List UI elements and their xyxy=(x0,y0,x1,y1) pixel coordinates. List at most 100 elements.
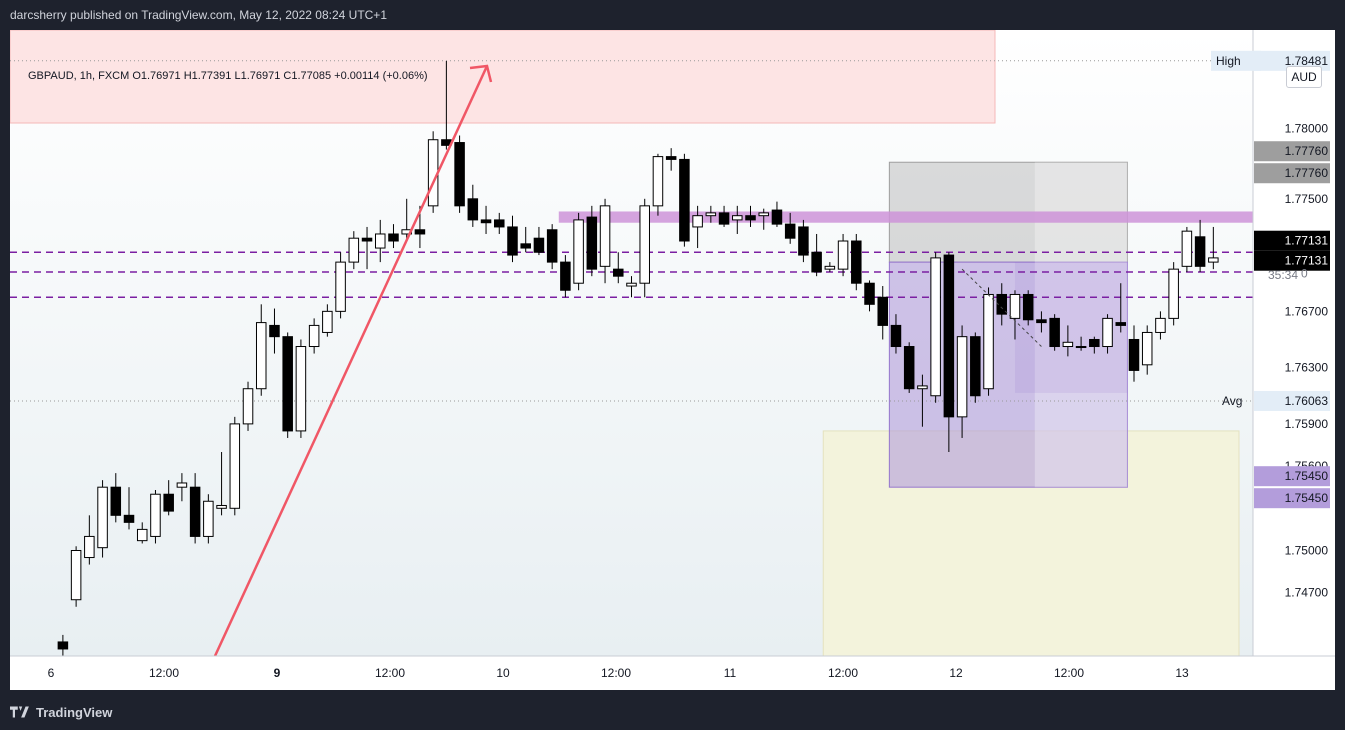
candle-body xyxy=(361,237,373,242)
candle-body xyxy=(1062,341,1074,348)
candle-body xyxy=(269,324,280,338)
candle-body xyxy=(136,528,148,542)
trend-arrow-line xyxy=(213,65,489,657)
candle-31 xyxy=(467,184,479,227)
candle-9 xyxy=(176,473,188,502)
candle-77 xyxy=(1075,336,1087,351)
candle-body xyxy=(771,209,783,225)
candle-48 xyxy=(692,205,703,249)
candle-79 xyxy=(1102,314,1113,354)
candle-70 xyxy=(983,287,994,396)
candle-50 xyxy=(718,205,730,227)
candle-24 xyxy=(374,219,386,263)
candle-body xyxy=(480,219,492,224)
tradingview-logo-icon xyxy=(10,706,29,718)
candle-16 xyxy=(269,308,280,354)
candle-body xyxy=(84,535,95,559)
candle-body xyxy=(652,156,664,207)
candle-body xyxy=(586,216,598,270)
projection-line xyxy=(961,268,1042,347)
y-tick-label: 1.76700 xyxy=(1285,304,1329,318)
candle-0 xyxy=(57,634,69,656)
avg-value-bg xyxy=(1254,390,1330,411)
candle-69 xyxy=(970,332,981,403)
x-tick-label: 12 xyxy=(949,666,963,680)
candle-body xyxy=(758,212,769,217)
chart-frame[interactable]: 1.78000 1.77500 1.76700 1.76300 1.75900 1.756… xyxy=(10,30,1335,690)
gray-bottom-value-bg xyxy=(1254,163,1330,184)
candle-body xyxy=(917,385,928,390)
candle-41 xyxy=(599,198,611,284)
candle-body xyxy=(1022,293,1034,321)
x-tick-label: 12:00 xyxy=(1054,666,1084,680)
candle-body xyxy=(718,212,730,225)
candle-body xyxy=(679,158,690,242)
candle-64 xyxy=(903,342,915,393)
candle-39 xyxy=(573,212,584,291)
candle-5 xyxy=(123,487,135,530)
candle-body xyxy=(983,293,994,390)
resistance-band xyxy=(558,211,1287,223)
candle-7 xyxy=(150,490,161,544)
candle-body xyxy=(255,322,267,390)
purple-top-value: 1.75450 xyxy=(1285,469,1329,483)
supply-zone xyxy=(10,30,996,124)
candle-59 xyxy=(837,233,849,277)
candle-35 xyxy=(520,226,531,253)
candle-6 xyxy=(136,522,148,544)
candle-72 xyxy=(1009,290,1021,340)
candle-body xyxy=(943,254,955,418)
candle-body xyxy=(560,261,571,291)
candle-body xyxy=(599,205,611,267)
candle-44 xyxy=(639,198,650,298)
candle-body xyxy=(1128,338,1140,371)
candle-83 xyxy=(1155,311,1166,340)
candle-body xyxy=(1115,322,1127,326)
candle-body xyxy=(388,233,399,242)
candle-body xyxy=(1194,236,1206,267)
current-top-value: 1.77131 xyxy=(1285,234,1329,248)
x-tick-label: 10 xyxy=(496,666,510,680)
high-value-bg xyxy=(1254,50,1330,71)
candle-4 xyxy=(110,473,122,523)
candle-10 xyxy=(189,473,201,544)
candle-33 xyxy=(494,212,505,234)
candle-body xyxy=(110,486,122,516)
candle-18 xyxy=(295,339,307,438)
candle-body xyxy=(903,346,915,390)
candle-20 xyxy=(322,304,333,337)
candle-43 xyxy=(626,276,637,298)
candle-body xyxy=(546,229,558,263)
candle-body xyxy=(732,215,743,221)
candle-63 xyxy=(890,314,902,354)
currency-button[interactable]: AUD xyxy=(1286,66,1322,88)
candle-2 xyxy=(84,515,95,565)
candle-body xyxy=(798,226,809,256)
candle-body xyxy=(890,324,902,348)
current-bottom-value-bg xyxy=(1254,250,1330,271)
candle-body xyxy=(1155,317,1166,333)
candle-87 xyxy=(1208,226,1219,270)
candle-80 xyxy=(1115,283,1127,333)
x-tick-label: 6 xyxy=(48,666,55,680)
trend-arrow-head xyxy=(469,64,493,83)
candle-68 xyxy=(956,325,968,438)
candle-37 xyxy=(546,224,558,270)
y-tick-label: 1.75000 xyxy=(1285,543,1329,557)
candle-body xyxy=(1181,230,1193,267)
high-value: 1.78481 xyxy=(1285,54,1329,68)
candle-body xyxy=(864,282,875,305)
candle-body xyxy=(1208,257,1219,263)
candle-81 xyxy=(1128,325,1140,382)
candle-body xyxy=(626,282,637,287)
published-header: darcsherry published on TradingView.com,… xyxy=(10,8,387,22)
y-tick-label: 1.78000 xyxy=(1285,121,1329,135)
candle-40 xyxy=(586,205,598,277)
purple-top-value-bg xyxy=(1254,466,1330,487)
x-tick-label: 9 xyxy=(274,666,281,680)
footer-brand[interactable]: TradingView xyxy=(10,702,112,722)
candle-body xyxy=(189,486,201,537)
candle-55 xyxy=(784,212,796,244)
candle-body xyxy=(203,500,214,537)
candlestick-chart[interactable]: 1.780001.775001.767001.763001.759001.756… xyxy=(10,30,1335,690)
